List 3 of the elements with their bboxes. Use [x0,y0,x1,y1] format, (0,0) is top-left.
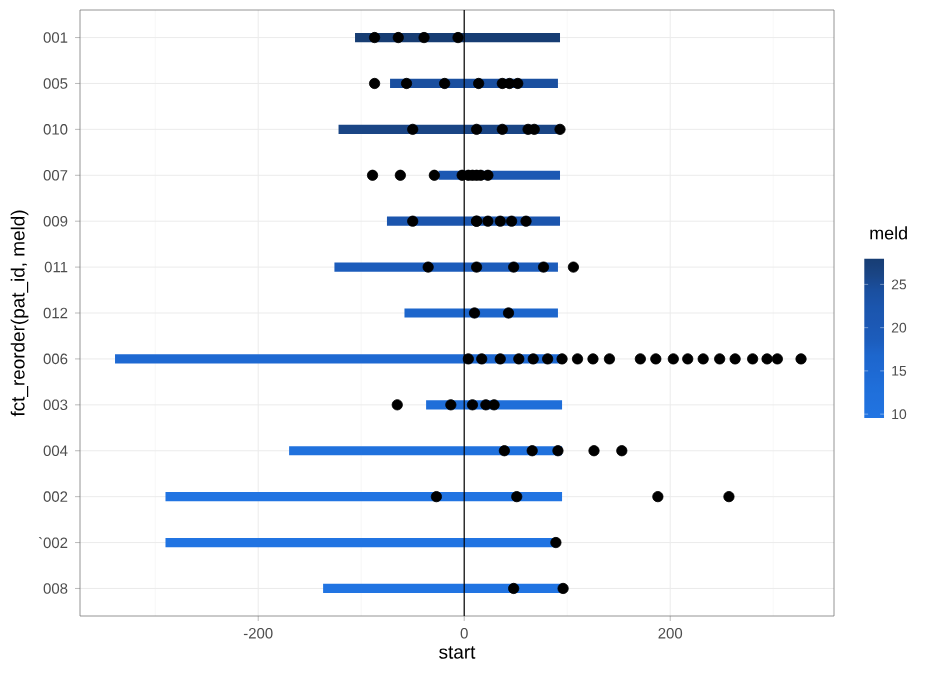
x-axis-title: start [439,646,476,659]
y-axis-title: fct_reorder(pat_id, meld) [10,210,29,417]
color-bar-title: meld [870,226,907,240]
